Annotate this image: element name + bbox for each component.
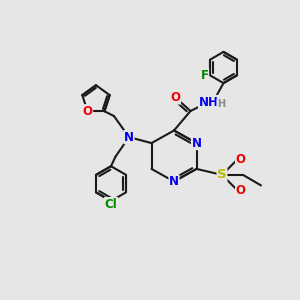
Text: NH: NH bbox=[199, 95, 218, 109]
Text: F: F bbox=[201, 69, 208, 82]
Text: O: O bbox=[82, 105, 92, 118]
Text: S: S bbox=[217, 168, 227, 182]
Text: N: N bbox=[191, 136, 202, 150]
Text: H: H bbox=[217, 99, 225, 110]
Text: N: N bbox=[169, 175, 179, 188]
Text: N: N bbox=[124, 130, 134, 144]
Text: O: O bbox=[236, 153, 246, 166]
Text: O: O bbox=[170, 91, 181, 104]
Text: O: O bbox=[236, 184, 246, 197]
Text: Cl: Cl bbox=[105, 197, 117, 211]
